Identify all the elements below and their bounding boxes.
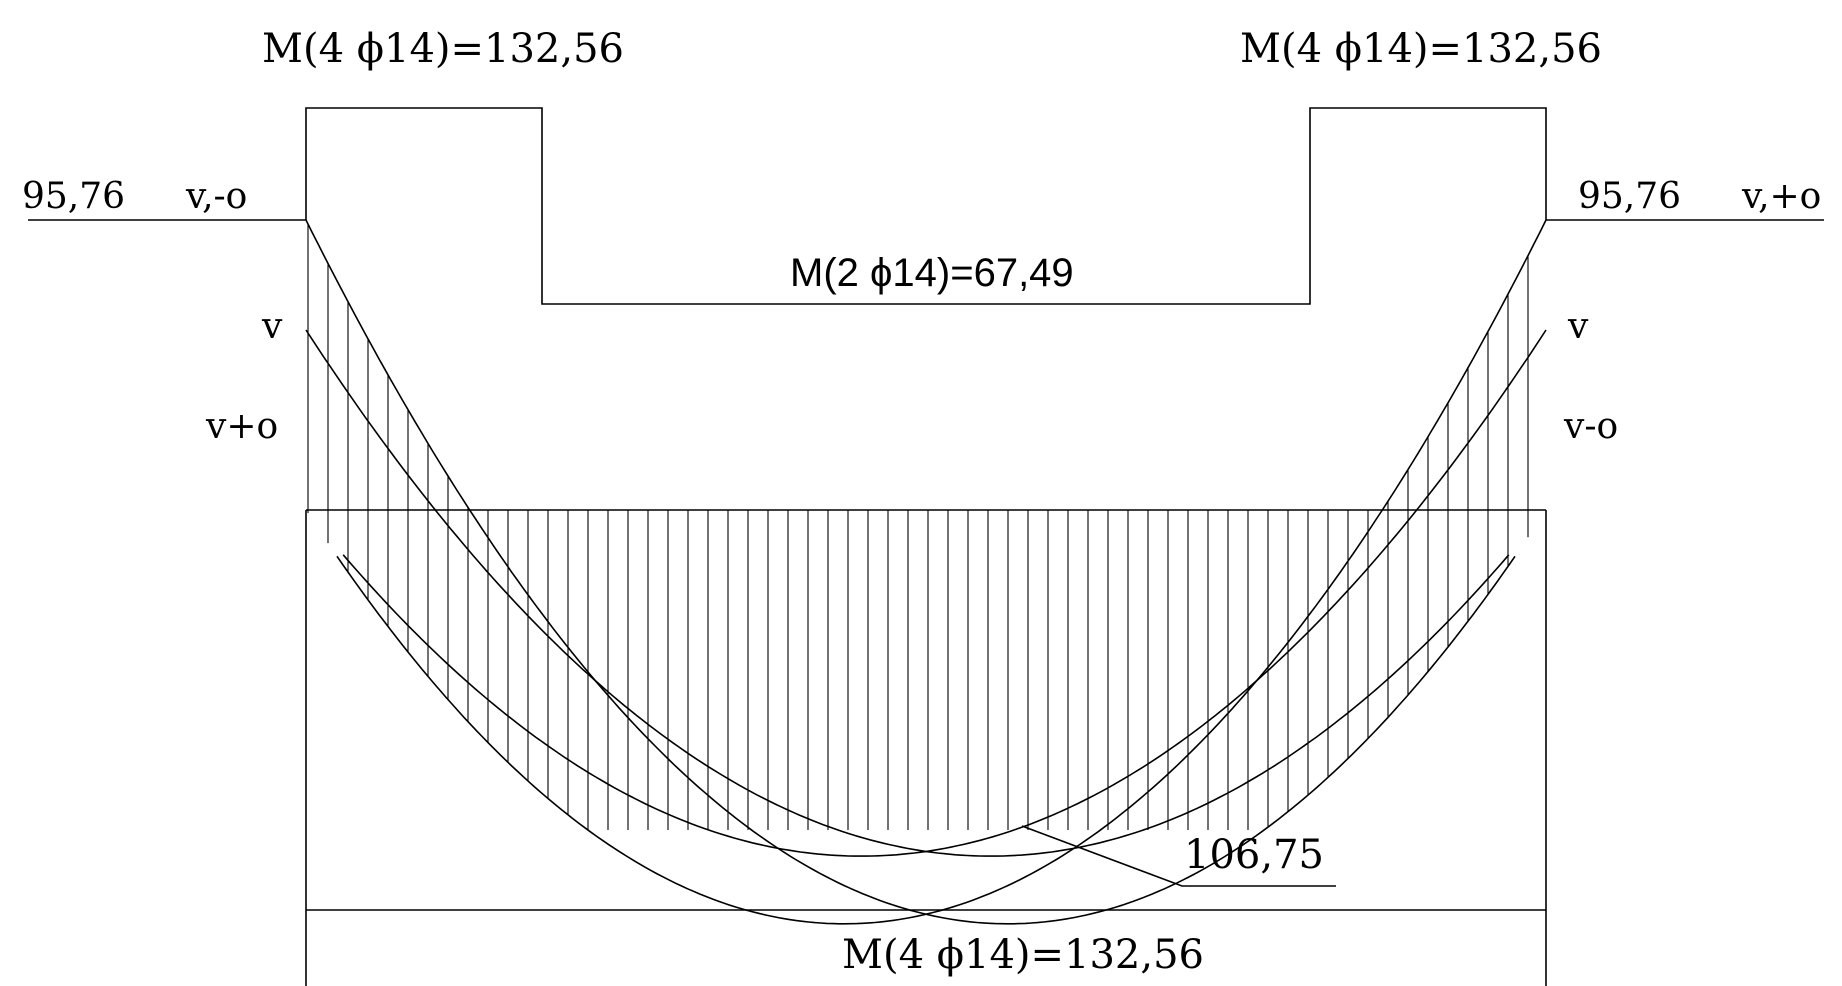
left-support-value: 95,76 bbox=[22, 176, 125, 217]
top-left-moment-label: M(4 ϕ14)=132,56 bbox=[262, 26, 624, 72]
moment-curve-v-plus-o-left bbox=[305, 329, 1510, 857]
moment-curve-v-minus-o-right bbox=[342, 329, 1547, 857]
top-right-moment-label: M(4 ϕ14)=132,56 bbox=[1240, 26, 1602, 72]
right-curve-v-label: v bbox=[1567, 306, 1589, 347]
bottom-moment-label: M(4 ϕ14)=132,56 bbox=[842, 932, 1204, 978]
mid-moment-label: M(2 ϕ14)=67,49 bbox=[790, 251, 1074, 295]
right-curve-vo-label: v-o bbox=[1563, 406, 1618, 447]
moment-curve-v-plus-o bbox=[336, 219, 1547, 925]
max-moment-label: 106,75 bbox=[1184, 832, 1324, 878]
left-support-case: v,-o bbox=[185, 176, 247, 217]
envelope-hatching bbox=[307, 224, 1529, 830]
left-curve-v-label: v bbox=[261, 306, 283, 347]
moment-curve-v-minus-o bbox=[305, 219, 1516, 925]
upper-capacity-line bbox=[305, 107, 1547, 305]
left-curve-vo-label: v+o bbox=[205, 406, 278, 447]
max-moment-leader bbox=[1021, 825, 1336, 887]
right-support-case: v,+o bbox=[1741, 176, 1821, 217]
right-support-value: 95,76 bbox=[1578, 176, 1681, 217]
